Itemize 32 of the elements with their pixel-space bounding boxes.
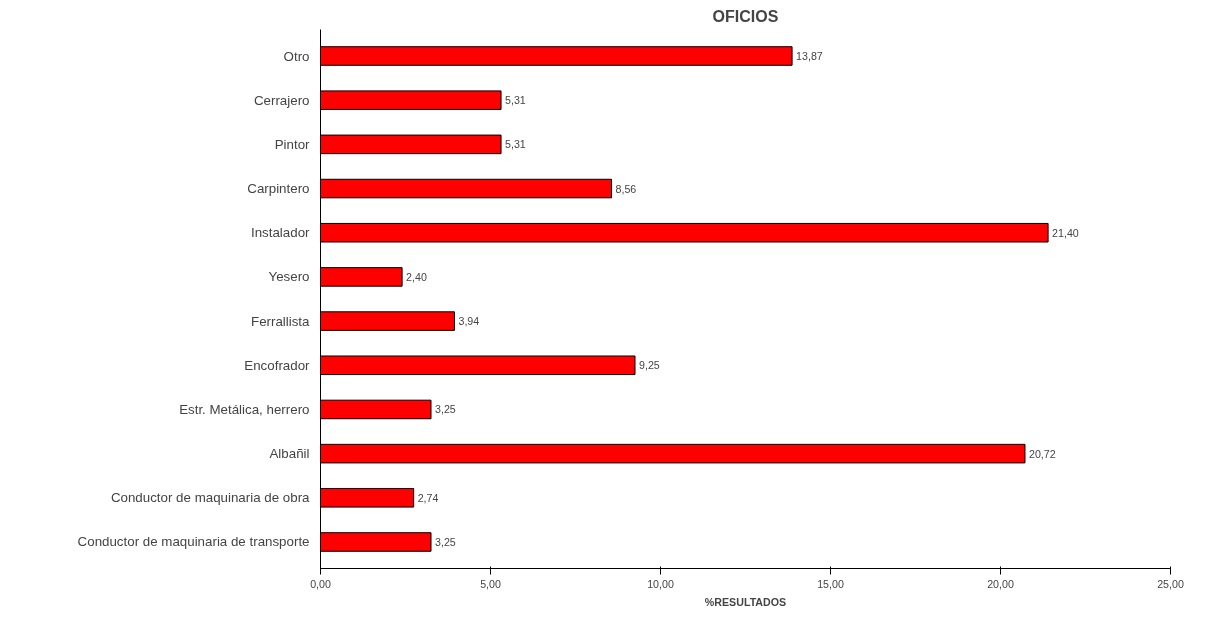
y-tick-label: Carpintero <box>247 181 310 197</box>
data-label: 3,94 <box>458 315 480 328</box>
x-axis-title: %RESULTADOS <box>704 595 787 608</box>
y-tick-label: Conductor de maquinaria de obra <box>110 490 311 506</box>
x-tick-label: 20,00 <box>987 577 1014 590</box>
data-label: 3,25 <box>435 403 456 416</box>
data-label: 13,87 <box>796 50 823 63</box>
data-label: 2,40 <box>406 270 427 283</box>
x-tick-label: 5,00 <box>480 577 501 590</box>
x-tick-label: 25,00 <box>1157 577 1184 590</box>
y-tick-label: Cerrajero <box>253 92 310 108</box>
data-label: 5,31 <box>505 94 526 107</box>
data-label: 3,25 <box>435 535 456 548</box>
y-tick-label: Conductor de maquinaria de transporte <box>77 534 310 550</box>
y-tick-label: Albañil <box>269 446 310 462</box>
y-tick-label: Otro <box>283 48 310 64</box>
y-tick-label: Estr. Metálica, herrero <box>179 401 310 417</box>
y-tick-label: Encofrador <box>244 357 311 373</box>
x-tick-label: 0,00 <box>310 577 331 590</box>
x-tick-label: 10,00 <box>647 577 674 590</box>
data-label: 2,74 <box>417 491 439 504</box>
data-label: 5,31 <box>505 138 526 151</box>
y-tick-label: Ferrallista <box>250 313 311 329</box>
data-label: 9,25 <box>639 359 660 372</box>
y-tick-label: Instalador <box>250 225 311 241</box>
data-label: 8,56 <box>615 182 637 195</box>
chart-title: OFICIOS <box>712 7 779 25</box>
y-tick-label: Yesero <box>268 269 310 285</box>
x-tick-label: 15,00 <box>817 577 844 590</box>
y-tick-label: Pintor <box>274 136 311 152</box>
data-label: 20,72 <box>1028 447 1056 460</box>
data-label: 21,40 <box>1052 226 1079 239</box>
